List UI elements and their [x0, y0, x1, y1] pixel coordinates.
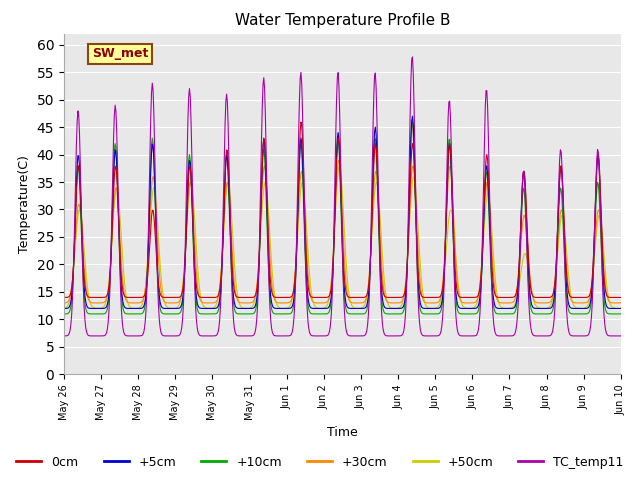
+50cm	[127, 305, 135, 311]
+50cm	[214, 299, 221, 304]
+30cm	[214, 297, 221, 302]
0cm	[617, 295, 625, 300]
+10cm	[580, 311, 588, 317]
TC_temp11	[127, 333, 135, 339]
+10cm	[60, 311, 68, 317]
+10cm	[214, 310, 221, 315]
Line: +5cm: +5cm	[64, 116, 621, 309]
+10cm	[409, 120, 417, 125]
Line: +10cm: +10cm	[64, 122, 621, 314]
TC_temp11	[580, 333, 588, 339]
+5cm	[60, 306, 68, 312]
0cm	[411, 179, 419, 185]
+30cm	[617, 300, 625, 306]
TC_temp11	[184, 118, 192, 123]
Text: SW_met: SW_met	[92, 48, 148, 60]
TC_temp11	[60, 333, 68, 339]
+5cm	[411, 168, 419, 174]
+30cm	[60, 300, 68, 306]
+5cm	[184, 180, 192, 186]
+5cm	[214, 305, 221, 311]
Y-axis label: Temperature(C): Temperature(C)	[18, 155, 31, 253]
TC_temp11	[214, 331, 221, 337]
+30cm	[411, 179, 419, 185]
+5cm	[409, 113, 417, 119]
+30cm	[127, 300, 135, 306]
+30cm	[428, 300, 435, 306]
X-axis label: Time: Time	[327, 426, 358, 439]
TC_temp11	[409, 54, 417, 60]
+30cm	[335, 157, 343, 163]
0cm	[297, 119, 305, 125]
Line: +50cm: +50cm	[64, 166, 621, 309]
0cm	[127, 295, 135, 300]
+50cm	[60, 305, 68, 311]
Legend: 0cm, +5cm, +10cm, +30cm, +50cm, TC_temp11: 0cm, +5cm, +10cm, +30cm, +50cm, TC_temp1…	[12, 451, 628, 474]
TC_temp11	[411, 143, 419, 149]
+10cm	[70, 252, 78, 258]
Line: 0cm: 0cm	[64, 122, 621, 298]
+5cm	[428, 306, 435, 312]
0cm	[184, 188, 192, 193]
0cm	[428, 295, 435, 300]
+10cm	[127, 311, 135, 317]
+50cm	[184, 205, 192, 211]
0cm	[580, 295, 588, 300]
+10cm	[428, 311, 435, 317]
+5cm	[617, 306, 625, 312]
+5cm	[70, 250, 78, 255]
+30cm	[580, 300, 588, 306]
TC_temp11	[617, 333, 625, 339]
0cm	[70, 251, 78, 256]
+50cm	[70, 260, 78, 265]
+50cm	[411, 178, 419, 184]
+30cm	[70, 257, 78, 263]
+5cm	[580, 306, 588, 312]
+30cm	[184, 200, 192, 206]
0cm	[214, 294, 221, 300]
TC_temp11	[428, 333, 435, 339]
Line: +30cm: +30cm	[64, 160, 621, 303]
0cm	[60, 295, 68, 300]
+50cm	[543, 306, 550, 312]
+5cm	[127, 306, 135, 312]
+50cm	[617, 305, 625, 311]
Line: TC_temp11: TC_temp11	[64, 57, 621, 336]
+10cm	[184, 172, 192, 178]
+50cm	[428, 305, 435, 311]
+10cm	[411, 181, 419, 187]
TC_temp11	[70, 244, 78, 250]
+50cm	[336, 163, 344, 168]
+10cm	[617, 311, 625, 317]
Title: Water Temperature Profile B: Water Temperature Profile B	[235, 13, 450, 28]
